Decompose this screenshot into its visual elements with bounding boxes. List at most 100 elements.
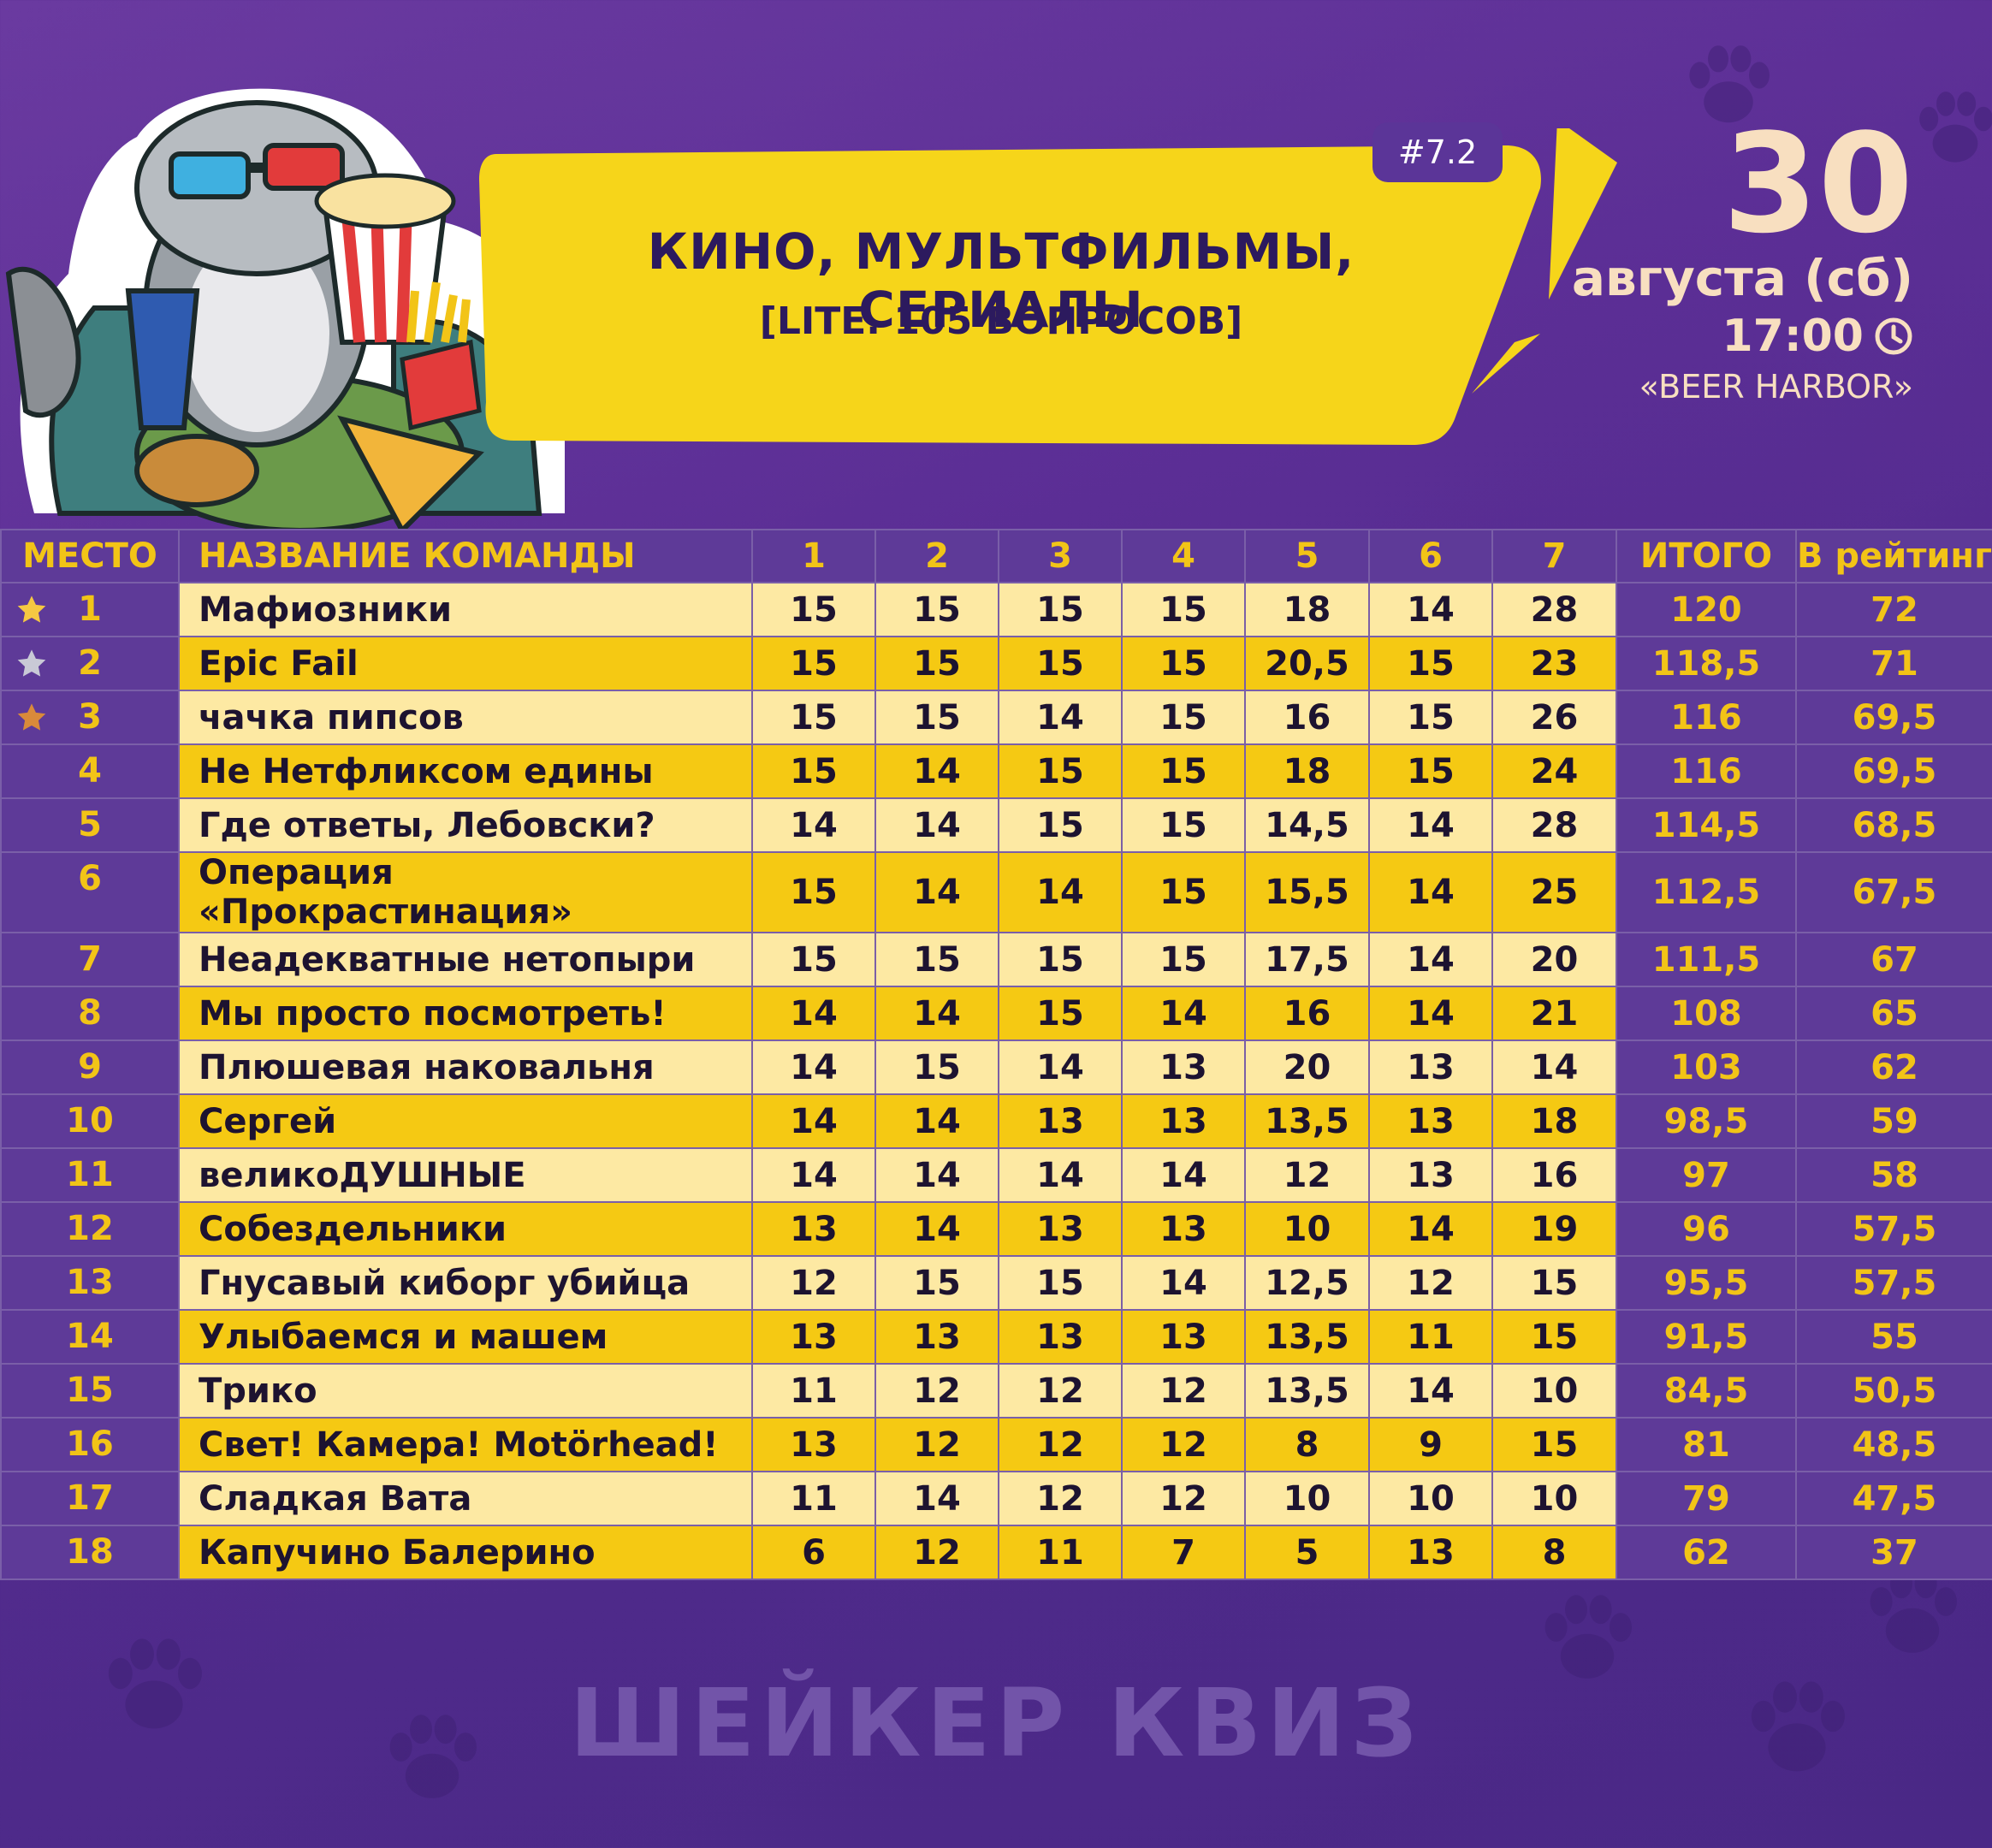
total-score: 95,5 xyxy=(1616,1255,1797,1311)
round-5-score: 18 xyxy=(1244,743,1370,799)
team-name: Неадекватные нетопыри xyxy=(178,932,753,987)
total-score: 81 xyxy=(1616,1417,1797,1472)
place-wrap: 6 xyxy=(2,853,178,932)
date-month: августа (сб) xyxy=(1571,249,1913,307)
round-1-score: 15 xyxy=(751,636,876,691)
round-6-score: 14 xyxy=(1368,1201,1493,1257)
round-2-score: 14 xyxy=(874,1093,999,1149)
round-1-score: 15 xyxy=(751,743,876,799)
round-4-score: 15 xyxy=(1121,690,1246,745)
table-row: 12 Собездельники 13 14 13 13 10 14 19 96 57,5 xyxy=(0,1201,1992,1257)
header-round-2: 2 xyxy=(874,529,999,583)
header-round-3: 3 xyxy=(998,529,1123,583)
table-row: 16 Свет! Камера! Motörhead! 13 12 12 12 8 9 15 81… xyxy=(0,1417,1992,1472)
place-number: 4 xyxy=(78,751,102,791)
team-name: Капучино Балерино xyxy=(178,1525,753,1580)
round-6-score: 13 xyxy=(1368,1525,1493,1580)
rating-points: 55 xyxy=(1795,1309,1992,1365)
place-wrap: 3 xyxy=(2,691,178,743)
round-7-score: 26 xyxy=(1491,690,1617,745)
rating-points: 69,5 xyxy=(1795,690,1992,745)
paw-icon xyxy=(389,1715,477,1798)
team-name: Epic Fail xyxy=(178,636,753,691)
round-5-score: 18 xyxy=(1244,582,1370,637)
place-wrap: 4 xyxy=(2,745,178,797)
rating-points: 50,5 xyxy=(1795,1363,1992,1419)
place-cell: 15 xyxy=(0,1363,180,1419)
raccoon-mascot-illustration xyxy=(5,88,565,530)
place-cell: 4 xyxy=(0,743,180,799)
round-7-score: 25 xyxy=(1491,851,1617,933)
round-7-score: 15 xyxy=(1491,1417,1617,1472)
team-name: Мафиозники xyxy=(178,582,753,637)
rating-points: 67,5 xyxy=(1795,851,1992,933)
round-4-score: 15 xyxy=(1121,932,1246,987)
round-3-score: 15 xyxy=(998,932,1123,987)
round-2-score: 12 xyxy=(874,1417,999,1472)
team-name: великоДУШНЫЕ xyxy=(178,1147,753,1203)
round-2-score: 15 xyxy=(874,1040,999,1095)
round-4-score: 13 xyxy=(1121,1309,1246,1365)
total-score: 118,5 xyxy=(1616,636,1797,691)
round-3-score: 13 xyxy=(998,1309,1123,1365)
place-cell: 8 xyxy=(0,986,180,1041)
header-round-4: 4 xyxy=(1121,529,1246,583)
place-cell: 14 xyxy=(0,1309,180,1365)
place-number: 15 xyxy=(66,1371,114,1410)
edition-badge: #7.2 xyxy=(1372,122,1503,182)
place-wrap: 17 xyxy=(2,1472,178,1525)
round-7-score: 14 xyxy=(1491,1040,1617,1095)
place-number: 11 xyxy=(66,1155,114,1194)
round-3-score: 14 xyxy=(998,851,1123,933)
total-score: 97 xyxy=(1616,1147,1797,1203)
star-icon xyxy=(17,595,46,623)
round-3-score: 13 xyxy=(998,1201,1123,1257)
round-7-score: 8 xyxy=(1491,1525,1617,1580)
header-round-7: 7 xyxy=(1491,529,1617,583)
place-number: 16 xyxy=(66,1424,114,1464)
header-place: МЕСТО xyxy=(0,529,180,583)
venue-name: «BEER HARBOR» xyxy=(1639,368,1913,406)
round-7-score: 28 xyxy=(1491,582,1617,637)
table-header-row: МЕСТО НАЗВАНИЕ КОМАНДЫ 1 2 3 4 5 6 7 ИТО… xyxy=(0,529,1992,583)
header-round-1: 1 xyxy=(751,529,876,583)
round-6-score: 15 xyxy=(1368,636,1493,691)
place-cell: 3 xyxy=(0,690,180,745)
header-round-5: 5 xyxy=(1244,529,1370,583)
place-number: 9 xyxy=(78,1047,102,1087)
team-name: Гнусавый киборг убийца xyxy=(178,1255,753,1311)
paw-icon xyxy=(1919,92,1992,163)
round-1-score: 14 xyxy=(751,1040,876,1095)
total-score: 96 xyxy=(1616,1201,1797,1257)
round-1-score: 13 xyxy=(751,1309,876,1365)
place-cell: 12 xyxy=(0,1201,180,1257)
paw-icon xyxy=(108,1638,202,1729)
round-3-score: 14 xyxy=(998,1147,1123,1203)
round-6-score: 12 xyxy=(1368,1255,1493,1311)
table-row: 9 Плюшевая наковальня 14 15 14 13 20 13 14 103 62 xyxy=(0,1040,1992,1095)
team-name: Собездельники xyxy=(178,1201,753,1257)
round-3-score: 15 xyxy=(998,582,1123,637)
total-score: 114,5 xyxy=(1616,797,1797,853)
round-5-score: 12,5 xyxy=(1244,1255,1370,1311)
round-7-score: 15 xyxy=(1491,1255,1617,1311)
round-2-score: 12 xyxy=(874,1363,999,1419)
rating-points: 57,5 xyxy=(1795,1255,1992,1311)
place-cell: 16 xyxy=(0,1417,180,1472)
round-1-score: 15 xyxy=(751,932,876,987)
round-1-score: 15 xyxy=(751,851,876,933)
round-6-score: 14 xyxy=(1368,932,1493,987)
round-3-score: 12 xyxy=(998,1363,1123,1419)
place-wrap: 11 xyxy=(2,1149,178,1201)
total-score: 120 xyxy=(1616,582,1797,637)
round-1-score: 14 xyxy=(751,797,876,853)
place-number: 1 xyxy=(78,589,102,629)
round-4-score: 13 xyxy=(1121,1201,1246,1257)
round-3-score: 15 xyxy=(998,636,1123,691)
round-3-score: 12 xyxy=(998,1471,1123,1526)
round-5-score: 15,5 xyxy=(1244,851,1370,933)
place-wrap: 10 xyxy=(2,1095,178,1147)
place-cell: 17 xyxy=(0,1471,180,1526)
round-3-score: 15 xyxy=(998,797,1123,853)
round-7-score: 23 xyxy=(1491,636,1617,691)
